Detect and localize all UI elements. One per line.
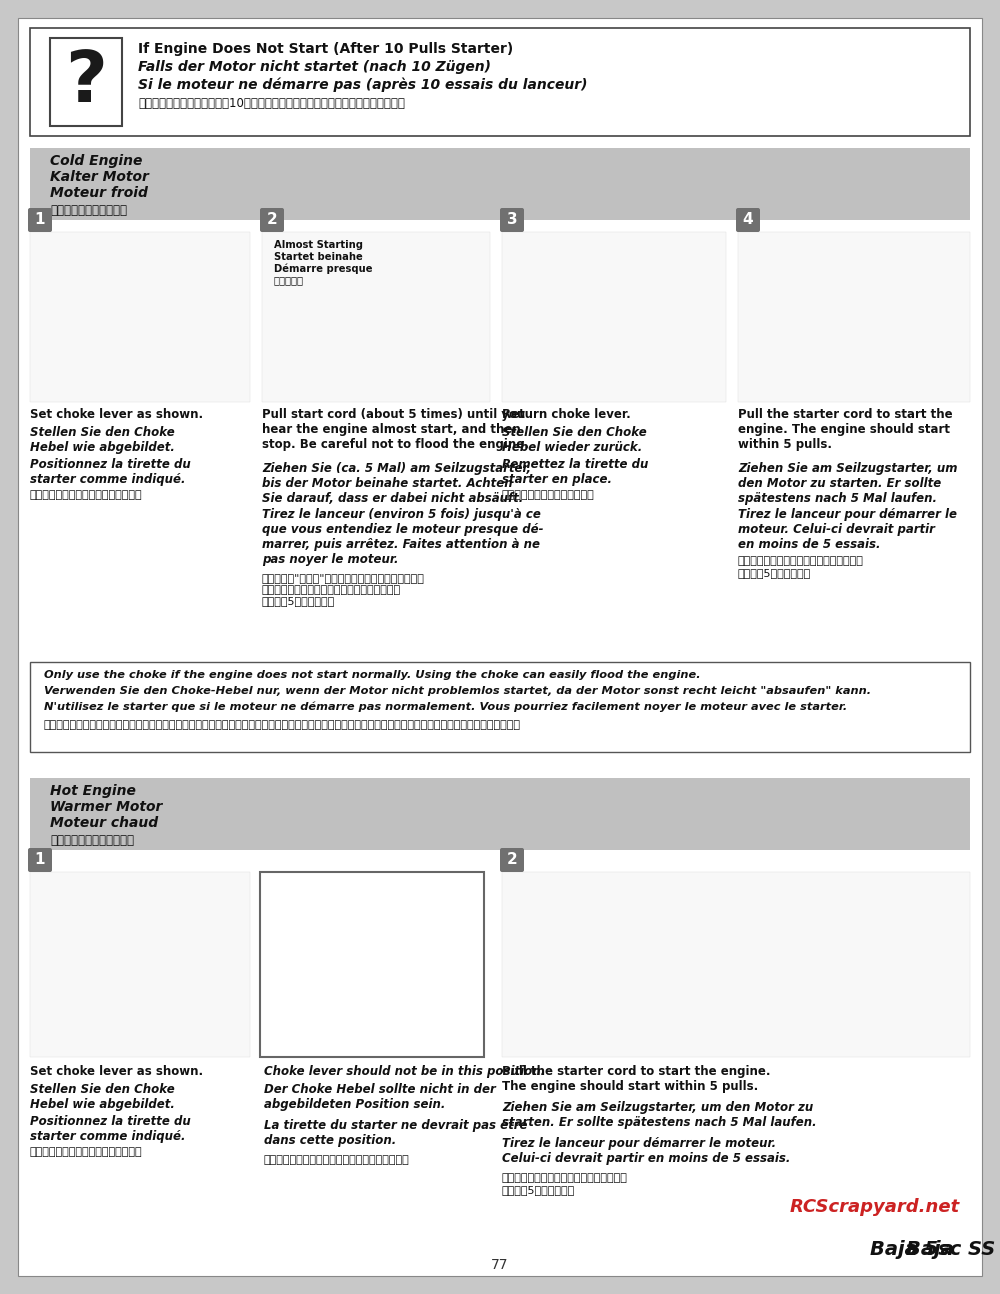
Text: Moteur froid: Moteur froid (50, 186, 148, 201)
Bar (502, 872, 970, 1057)
Bar (260, 872, 484, 1057)
Text: Pull the starter cord to start the engine.
The engine should start within 5 pull: Pull the starter cord to start the engin… (502, 1065, 770, 1093)
Bar (30, 28, 970, 136)
Text: Set choke lever as shown.: Set choke lever as shown. (30, 408, 203, 421)
Text: Stellen Sie den Choke
Hebel wie abgebildet.: Stellen Sie den Choke Hebel wie abgebild… (30, 1083, 175, 1112)
Text: Ziehen Sie am Seilzugstarter, um
den Motor zu starten. Er sollte
spätestens nach: Ziehen Sie am Seilzugstarter, um den Mot… (738, 462, 958, 505)
Text: Falls der Motor nicht startet (nach 10 Zügen): Falls der Motor nicht startet (nach 10 Z… (138, 60, 491, 74)
Text: Ziehen Sie (ca. 5 Mal) am Seilzugstarter,
bis der Motor beinahe startet. Achten
: Ziehen Sie (ca. 5 Mal) am Seilzugstarter… (262, 462, 531, 505)
Text: 1: 1 (35, 853, 45, 867)
Bar (30, 663, 970, 752)
Text: RCScrapyard.net: RCScrapyard.net (790, 1198, 960, 1216)
Text: チョークレバーを図の位置にします。: チョークレバーを図の位置にします。 (30, 1146, 143, 1157)
Text: Remettez la tirette du
starter en place.: Remettez la tirette du starter en place. (502, 458, 648, 487)
Text: ?: ? (65, 48, 107, 116)
Bar (30, 778, 970, 850)
Text: 2: 2 (267, 212, 277, 228)
Text: Hot Engine: Hot Engine (50, 784, 136, 798)
Bar (30, 148, 970, 220)
Text: 77: 77 (491, 1258, 509, 1272)
Text: If Engine Does Not Start (After 10 Pulls Starter): If Engine Does Not Start (After 10 Pulls… (138, 41, 513, 56)
Text: Tirez le lanceur pour démarrer le moteur.
Celui-ci devrait partir en moins de 5 : Tirez le lanceur pour démarrer le moteur… (502, 1137, 790, 1165)
Text: エンジンが温まっている時: エンジンが温まっている時 (50, 835, 134, 848)
Text: Set choke lever as shown.: Set choke lever as shown. (30, 1065, 203, 1078)
Text: Warmer Motor: Warmer Motor (50, 800, 162, 814)
Text: 3: 3 (507, 212, 517, 228)
Text: Choke lever should not be in this position.: Choke lever should not be in this positi… (264, 1065, 545, 1078)
FancyBboxPatch shape (736, 208, 760, 232)
Text: 1: 1 (35, 212, 45, 228)
Bar (262, 232, 490, 402)
Text: 2: 2 (507, 853, 517, 867)
Text: La tirette du starter ne devrait pas être
dans cette position.: La tirette du starter ne devrait pas êtr… (264, 1119, 528, 1146)
Text: Pull start cord (about 5 times) until you
hear the engine almost start, and then: Pull start cord (about 5 times) until yo… (262, 408, 529, 452)
Text: Pull the starter cord to start the
engine. The engine should start
within 5 pull: Pull the starter cord to start the engin… (738, 408, 953, 452)
Text: Stellen Sie den Choke
Hebel wie abgebildet.: Stellen Sie den Choke Hebel wie abgebild… (30, 426, 175, 454)
Text: エンジンが"プルル"（始動しそうな音）となったら、
それ以上プルスタートを引かないでください。
目安は約5回以内です。: エンジンが"プルル"（始動しそうな音）となったら、 それ以上プルスタートを引かな… (262, 573, 425, 606)
Bar (502, 232, 726, 402)
Text: Tirez le lanceur pour démarrer le
moteur. Celui-ci devrait partir
en moins de 5 : Tirez le lanceur pour démarrer le moteur… (738, 509, 957, 551)
Bar (50, 38, 122, 126)
Text: チョークレバーをこの位置にしないでください。: チョークレバーをこの位置にしないでください。 (264, 1156, 410, 1165)
Text: Tirez le lanceur (environ 5 fois) jusqu'à ce
que vous entendiez le moteur presqu: Tirez le lanceur (environ 5 fois) jusqu'… (262, 509, 544, 565)
Bar (738, 232, 970, 402)
FancyBboxPatch shape (500, 848, 524, 872)
Text: Ziehen Sie am Seilzugstarter, um den Motor zu
starten. Er sollte spätestens nach: Ziehen Sie am Seilzugstarter, um den Mot… (502, 1101, 817, 1128)
Text: Return choke lever.: Return choke lever. (502, 408, 631, 421)
Text: Der Choke Hebel sollte nicht in der
abgebildeten Position sein.: Der Choke Hebel sollte nicht in der abge… (264, 1083, 496, 1112)
Text: Moteur chaud: Moteur chaud (50, 817, 158, 829)
FancyBboxPatch shape (28, 208, 52, 232)
FancyBboxPatch shape (28, 848, 52, 872)
Bar (30, 872, 250, 1057)
Text: エンジンが始動しないとき（10回以上プルスターターを引いても始動しないとき）: エンジンが始動しないとき（10回以上プルスターターを引いても始動しないとき） (138, 97, 405, 110)
Text: チョークレバーを図の位置にします。: チョークレバーを図の位置にします。 (30, 490, 143, 499)
Text: Only use the choke if the engine does not start normally. Using the choke can ea: Only use the choke if the engine does no… (44, 670, 701, 681)
Text: Baja 5sc SS: Baja 5sc SS (870, 1240, 995, 1259)
Bar (30, 232, 250, 402)
Text: Stellen Sie den Choke
Hebel wieder zurück.: Stellen Sie den Choke Hebel wieder zurüc… (502, 426, 647, 454)
Text: Almost Starting
Startet beinahe
Démarre presque
ブルルル！: Almost Starting Startet beinahe Démarre … (274, 239, 372, 286)
FancyBboxPatch shape (260, 208, 284, 232)
Text: N'utilisez le starter que si le moteur ne démarre pas normalement. Vous pourriez: N'utilisez le starter que si le moteur n… (44, 703, 847, 713)
Text: Si le moteur ne démarre pas (après 10 essais du lanceur): Si le moteur ne démarre pas (après 10 es… (138, 78, 588, 92)
FancyBboxPatch shape (500, 208, 524, 232)
Text: Positionnez la tirette du
starter comme indiqué.: Positionnez la tirette du starter comme … (30, 1115, 191, 1143)
Text: 4: 4 (743, 212, 753, 228)
Text: 始動するまでプルスターターを引きます。
目安は約5回以内です。: 始動するまでプルスターターを引きます。 目安は約5回以内です。 (738, 556, 864, 577)
Text: レバーを図の位置に戻します。: レバーを図の位置に戻します。 (502, 490, 595, 499)
Text: Kalter Motor: Kalter Motor (50, 170, 149, 184)
Text: Baja: Baja (906, 1240, 960, 1259)
Text: Positionnez la tirette du
starter comme indiqué.: Positionnez la tirette du starter comme … (30, 458, 191, 487)
Text: 始動するまでプルスターターを引きます。
目安は約5回以内です。: 始動するまでプルスターターを引きます。 目安は約5回以内です。 (502, 1172, 628, 1194)
Text: Cold Engine: Cold Engine (50, 154, 142, 168)
Text: チョークはエンジンが始動しにくい場合にのみ使用してください。チョークの使いすぎはオーバーチョーク（エンジン内に燃料があふれる）の原因となります。: チョークはエンジンが始動しにくい場合にのみ使用してください。チョークの使いすぎは… (44, 719, 521, 730)
Text: Verwenden Sie den Choke-Hebel nur, wenn der Motor nicht problemlos startet, da d: Verwenden Sie den Choke-Hebel nur, wenn … (44, 686, 871, 696)
Text: エンジンが冷めている時: エンジンが冷めている時 (50, 204, 127, 217)
